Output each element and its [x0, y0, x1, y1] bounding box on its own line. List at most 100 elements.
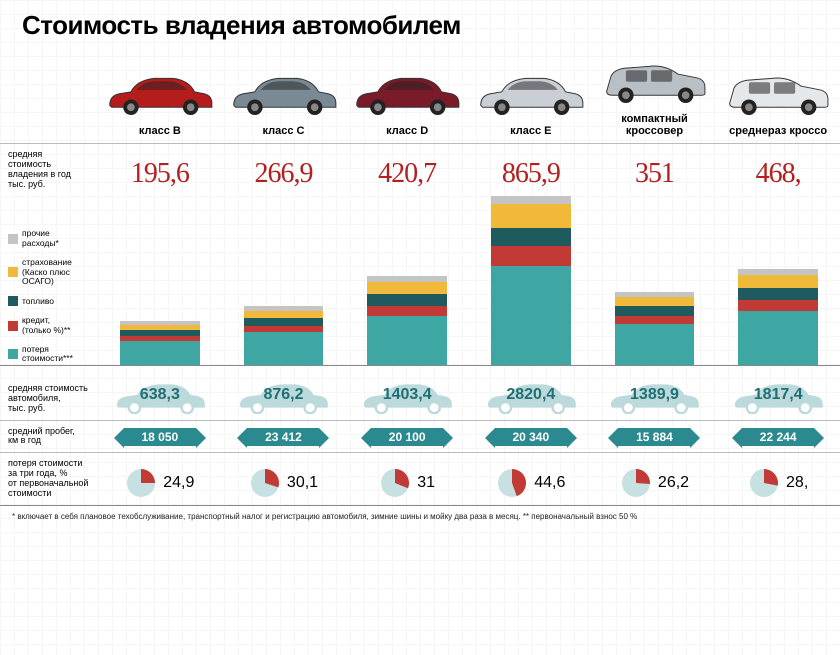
stacked-bar: [222, 196, 346, 366]
legend-label: кредит, (только %)**: [22, 316, 70, 335]
bar-segment-loss: [244, 332, 324, 366]
annual-cost-value: 266,9: [222, 158, 346, 190]
depreciation-value: 31: [417, 474, 435, 492]
mileage-cell: 18 050: [98, 428, 222, 446]
bar-segment-insurance: [367, 282, 447, 294]
car-icon: [349, 61, 465, 119]
legend-label: прочие расходы*: [22, 229, 59, 248]
bar-segment-fuel: [615, 306, 695, 316]
car-class-cell: класс D: [345, 61, 469, 137]
avg-price-row: средняя стоимость автомобиля, тыс. руб. …: [0, 374, 840, 414]
avg-price-value: 2820,4: [506, 385, 555, 403]
car-class-label: класс B: [102, 125, 218, 137]
avg-price-cell: 1817,4: [716, 374, 840, 414]
mileage-cell: 20 340: [469, 428, 593, 446]
page-title: Стоимость владения автомобилем: [0, 10, 840, 41]
avg-price-value: 876,2: [263, 385, 303, 403]
avg-price-cell: 876,2: [222, 374, 346, 414]
stacked-bar: [98, 196, 222, 366]
row-label-cost: средняя стоимость владения в год тыс. ру…: [0, 150, 98, 190]
mileage-cell: 15 884: [593, 428, 717, 446]
pie-icon: [620, 467, 652, 499]
car-class-cell: компактный кроссовер: [593, 49, 717, 137]
car-icon: [473, 61, 589, 119]
bar-segment-loss: [120, 341, 200, 366]
annual-cost-value: 468,: [716, 158, 840, 190]
depreciation-cell: 24,9: [98, 467, 222, 499]
car-class-row: класс B класс C класс D класс E: [0, 49, 840, 137]
avg-price-value: 1403,4: [383, 385, 432, 403]
legend-label: потеря стоимости***: [22, 345, 73, 364]
depreciation-value: 24,9: [163, 474, 194, 492]
annual-cost-row: средняя стоимость владения в год тыс. ру…: [0, 150, 840, 190]
bar-segment-fuel: [491, 228, 571, 246]
bar-segment-loss: [615, 324, 695, 366]
annual-cost-value: 420,7: [345, 158, 469, 190]
bar-segment-loss: [367, 316, 447, 366]
pie-icon: [125, 467, 157, 499]
avg-price-cell: 1403,4: [345, 374, 469, 414]
bar-segment-insurance: [615, 297, 695, 306]
bar-segment-insurance: [738, 275, 818, 288]
car-icon: [226, 61, 342, 119]
car-class-cell: класс B: [98, 61, 222, 137]
legend-item-insurance: страхование (Каско плюс ОСАГО): [8, 258, 98, 286]
depreciation-cell: 30,1: [222, 467, 346, 499]
legend-item-credit: кредит, (только %)**: [8, 316, 98, 335]
car-class-label: класс D: [349, 125, 465, 137]
mileage-cell: 23 412: [222, 428, 346, 446]
avg-price-cell: 638,3: [98, 374, 222, 414]
bar-segment-loss: [738, 311, 818, 366]
car-class-label: компактный кроссовер: [597, 113, 713, 137]
stacked-bar: [593, 196, 717, 366]
car-icon: [597, 49, 713, 107]
avg-price-value: 1389,9: [630, 385, 679, 403]
row-label-price: средняя стоимость автомобиля, тыс. руб.: [0, 384, 98, 414]
mileage-value: 18 050: [124, 428, 196, 446]
pie-icon: [496, 467, 528, 499]
legend-item-fuel: топливо: [8, 296, 98, 306]
depreciation-cell: 44,6: [469, 467, 593, 499]
annual-cost-value: 195,6: [98, 158, 222, 190]
annual-cost-value: 351: [593, 158, 717, 190]
bar-segment-credit: [738, 300, 818, 311]
car-class-cell: класс E: [469, 61, 593, 137]
car-icon: [720, 61, 836, 119]
car-class-label: среднераз кроссо: [720, 125, 836, 137]
mileage-value: 20 340: [495, 428, 567, 446]
footnote: * включает в себя плановое техобслуживан…: [0, 505, 840, 521]
bar-segment-loss: [491, 266, 571, 366]
bar-segment-credit: [491, 246, 571, 266]
pie-icon: [748, 467, 780, 499]
depreciation-value: 26,2: [658, 474, 689, 492]
bar-segment-credit: [367, 306, 447, 316]
avg-price-value: 638,3: [140, 385, 180, 403]
annual-cost-value: 865,9: [469, 158, 593, 190]
stacked-bar: [469, 196, 593, 366]
mileage-value: 22 244: [742, 428, 814, 446]
stacked-bar-chart: прочие расходы* страхование (Каско плюс …: [0, 196, 840, 366]
legend-label: страхование (Каско плюс ОСАГО): [22, 258, 72, 286]
avg-price-cell: 2820,4: [469, 374, 593, 414]
depreciation-value: 30,1: [287, 474, 318, 492]
car-class-cell: класс C: [222, 61, 346, 137]
depreciation-cell: 26,2: [593, 467, 717, 499]
car-class-cell: среднераз кроссо: [716, 61, 840, 137]
legend-item-other: прочие расходы*: [8, 229, 98, 248]
depreciation-cell: 31: [345, 467, 469, 499]
avg-price-cell: 1389,9: [593, 374, 717, 414]
avg-price-value: 1817,4: [754, 385, 803, 403]
pie-icon: [379, 467, 411, 499]
car-icon: [102, 61, 218, 119]
bar-segment-insurance: [491, 204, 571, 228]
mileage-value: 23 412: [247, 428, 319, 446]
car-class-label: класс E: [473, 125, 589, 137]
legend-item-loss: потеря стоимости***: [8, 345, 98, 364]
bar-segment-credit: [615, 316, 695, 324]
bar-legend: прочие расходы* страхование (Каско плюс …: [0, 196, 98, 366]
pie-icon: [249, 467, 281, 499]
stacked-bar: [716, 196, 840, 366]
depreciation-row: потеря стоимости за три года, % от перво…: [0, 459, 840, 499]
bar-segment-insurance: [244, 311, 324, 318]
bar-segment-fuel: [738, 288, 818, 300]
